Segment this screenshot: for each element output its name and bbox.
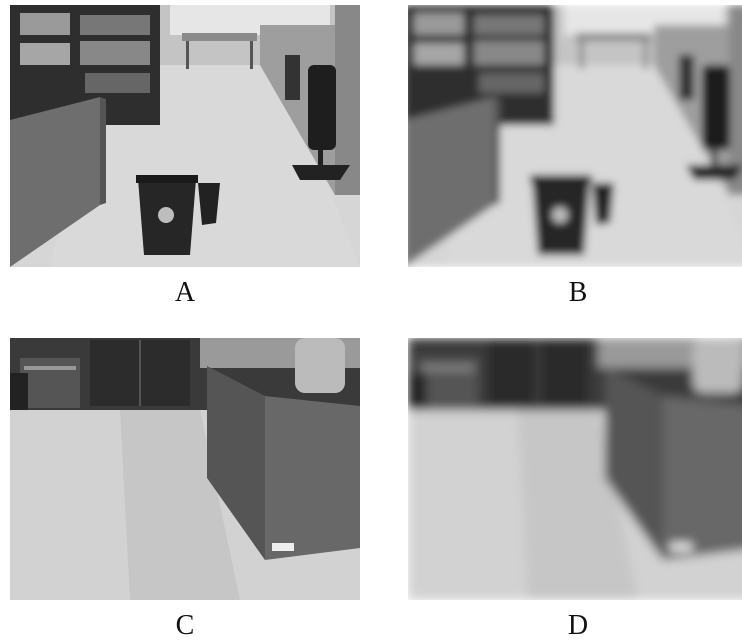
photo-a bbox=[10, 5, 360, 267]
photo-c bbox=[10, 338, 360, 600]
page: A B C D {"panels": [{"label": "A"}, {"la… bbox=[0, 0, 742, 644]
panel-label: A bbox=[155, 278, 215, 308]
panel-label: C bbox=[155, 611, 215, 641]
photo-d bbox=[408, 338, 742, 600]
photo-b bbox=[408, 5, 742, 267]
panel-label: D bbox=[548, 611, 608, 641]
panel-label: B bbox=[548, 278, 608, 308]
